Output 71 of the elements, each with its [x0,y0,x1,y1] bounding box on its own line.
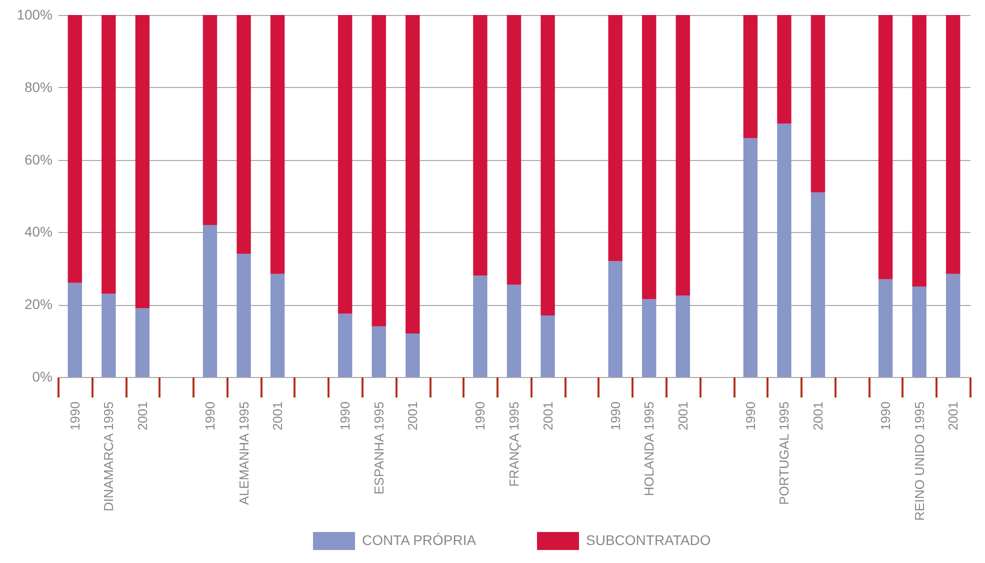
bar [135,308,150,377]
bar [777,15,792,124]
x-tick-label: 1990 [472,402,488,430]
y-tick-label: 20% [24,296,52,312]
bar [473,15,488,276]
bar [473,276,488,377]
bar [912,286,926,377]
bar [777,124,792,377]
bar [372,15,386,326]
y-tick-label: 100% [16,6,52,22]
x-tick-label: 2001 [675,402,690,430]
bar [406,334,420,377]
bar [676,15,690,296]
bar [406,15,420,334]
bar [102,294,116,377]
bar [135,15,150,308]
x-tick-label: 1990 [202,402,218,430]
bar [743,15,758,138]
bar [608,15,622,262]
bar [202,15,218,225]
x-tick-label: REINO UNIDO 1995 [912,402,927,521]
bar [372,326,386,377]
x-tick-label: 2001 [946,402,961,430]
x-tick-label: 2001 [405,402,420,430]
bar [810,192,826,377]
bar [642,15,656,300]
x-tick-label: DINAMARCA 1995 [101,402,116,512]
bar [676,296,690,377]
x-tick-label: FRANÇA 1995 [506,402,522,487]
bar [540,315,555,377]
bar [540,15,555,316]
x-tick-label: ESPANHA 1995 [371,402,386,494]
bar [946,274,960,377]
bar [68,282,82,377]
bar [338,314,352,377]
bar [236,254,251,377]
legend-label: SUBCONTRATADO [586,532,711,548]
bar [642,299,656,377]
bar [270,15,285,274]
x-tick-label: ALEMANHA 1995 [236,402,252,505]
bar [506,284,522,377]
bar [202,224,218,377]
x-tick-label: HOLANDA 1995 [642,402,657,496]
bar [743,138,758,377]
y-tick-label: 80% [24,78,52,95]
bar [608,261,622,377]
bar [878,279,893,377]
bar [270,274,285,377]
x-tick-label: 1990 [742,402,758,430]
bar [878,15,893,280]
x-tick-label: 1990 [338,402,353,430]
x-tick-label: 2001 [540,402,556,430]
x-tick-label: 2001 [134,402,150,430]
x-tick-label: 1990 [878,402,894,430]
bar [68,15,82,283]
x-tick-label: 1990 [608,402,623,430]
bar [810,15,826,192]
bar [946,15,960,274]
x-tick-label: 2001 [270,402,286,430]
bar [338,15,352,314]
x-tick-label: PORTUGAL 1995 [776,402,792,505]
x-tick-label: 1990 [67,402,82,430]
bar [912,15,926,286]
bar [506,15,522,285]
bar [102,15,116,294]
y-tick-label: 0% [32,368,52,384]
y-tick-label: 40% [24,224,52,240]
legend-label: CONTA PRÓPRIA [362,532,477,548]
y-tick-label: 60% [24,151,52,168]
x-tick-label: 2001 [810,402,826,430]
bar [236,15,251,254]
